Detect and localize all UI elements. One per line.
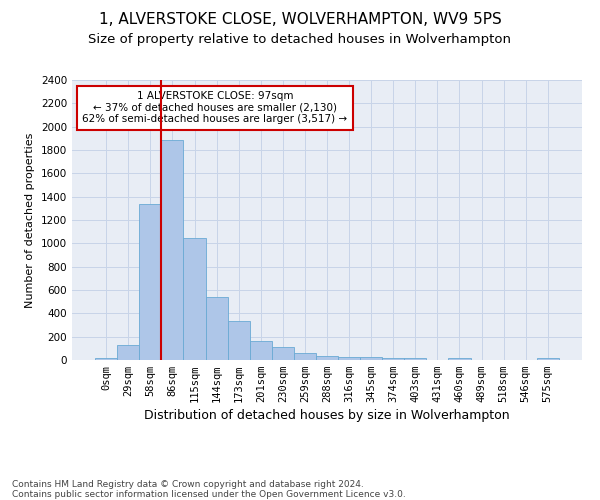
- X-axis label: Distribution of detached houses by size in Wolverhampton: Distribution of detached houses by size …: [144, 410, 510, 422]
- Bar: [338, 356, 360, 360]
- Bar: [448, 358, 470, 360]
- Bar: [294, 353, 316, 360]
- Bar: [139, 204, 161, 360]
- Bar: [382, 358, 404, 360]
- Text: Size of property relative to detached houses in Wolverhampton: Size of property relative to detached ho…: [89, 32, 511, 46]
- Bar: [206, 297, 227, 360]
- Bar: [227, 321, 250, 360]
- Bar: [272, 347, 294, 360]
- Bar: [404, 358, 427, 360]
- Bar: [117, 346, 139, 360]
- Bar: [316, 356, 338, 360]
- Y-axis label: Number of detached properties: Number of detached properties: [25, 132, 35, 308]
- Bar: [161, 140, 184, 360]
- Bar: [95, 358, 117, 360]
- Text: 1, ALVERSTOKE CLOSE, WOLVERHAMPTON, WV9 5PS: 1, ALVERSTOKE CLOSE, WOLVERHAMPTON, WV9 …: [98, 12, 502, 28]
- Bar: [184, 238, 206, 360]
- Bar: [360, 357, 382, 360]
- Text: Contains HM Land Registry data © Crown copyright and database right 2024.
Contai: Contains HM Land Registry data © Crown c…: [12, 480, 406, 499]
- Bar: [537, 358, 559, 360]
- Bar: [250, 341, 272, 360]
- Text: 1 ALVERSTOKE CLOSE: 97sqm
← 37% of detached houses are smaller (2,130)
62% of se: 1 ALVERSTOKE CLOSE: 97sqm ← 37% of detac…: [82, 91, 347, 124]
